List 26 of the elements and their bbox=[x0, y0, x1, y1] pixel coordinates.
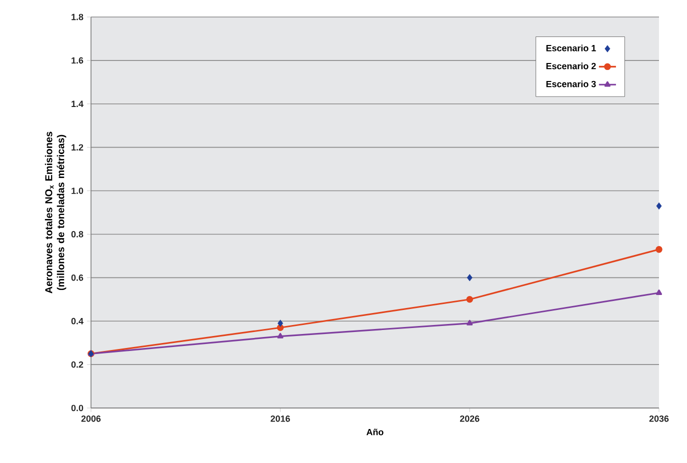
x-tick-label: 2006 bbox=[81, 416, 101, 422]
y-tick-label: 0.8 bbox=[71, 231, 84, 238]
point bbox=[466, 320, 473, 326]
y-tick-label: 1.8 bbox=[72, 14, 84, 20]
legend-label: Escenario 2 bbox=[546, 62, 596, 70]
y-tick-label: 0.4 bbox=[71, 318, 84, 324]
x-tick-label: 2036 bbox=[649, 416, 669, 422]
y-tick-label: 0.0 bbox=[71, 404, 84, 412]
point bbox=[656, 202, 662, 210]
x-tick-label: 2026 bbox=[460, 416, 480, 422]
x-axis-title: Año bbox=[366, 428, 384, 436]
legend-label: Escenario 3 bbox=[546, 80, 596, 88]
point bbox=[466, 274, 472, 282]
legend-label: Escenario 1 bbox=[546, 44, 596, 52]
y-tick-label: 0.2 bbox=[71, 361, 84, 368]
point bbox=[656, 289, 662, 295]
point bbox=[656, 246, 662, 253]
y-tick-label: 1.2 bbox=[72, 144, 84, 150]
x-tick-label: 2016 bbox=[270, 416, 290, 422]
point bbox=[277, 332, 284, 338]
y-tick-label: 1.0 bbox=[72, 188, 84, 194]
point bbox=[278, 320, 284, 327]
y-tick-label: 1.4 bbox=[72, 100, 84, 107]
point bbox=[466, 296, 474, 303]
y-tick-label: 0.6 bbox=[71, 274, 84, 281]
y-tick-label: 1.6 bbox=[72, 57, 84, 64]
